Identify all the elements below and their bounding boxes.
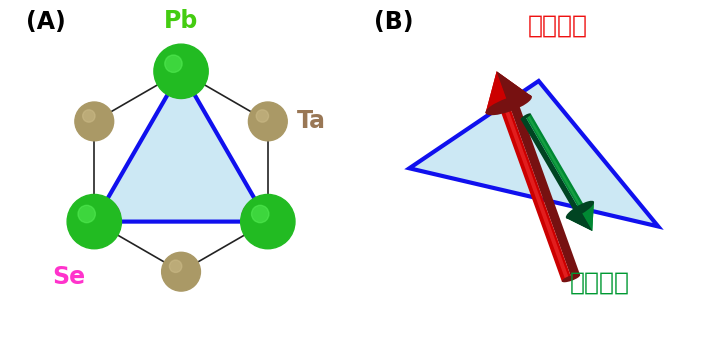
Circle shape xyxy=(165,55,182,72)
Circle shape xyxy=(242,201,273,232)
Circle shape xyxy=(162,252,200,291)
Ellipse shape xyxy=(486,94,532,115)
Polygon shape xyxy=(94,71,268,222)
Polygon shape xyxy=(566,210,592,231)
Polygon shape xyxy=(496,71,532,105)
Circle shape xyxy=(165,68,197,98)
Polygon shape xyxy=(525,114,585,210)
Text: Pb: Pb xyxy=(164,9,198,33)
Polygon shape xyxy=(500,105,572,282)
Text: 低伝導度: 低伝導度 xyxy=(570,270,630,294)
Polygon shape xyxy=(503,105,569,280)
Polygon shape xyxy=(566,210,592,231)
Circle shape xyxy=(78,205,95,223)
Text: (B): (B) xyxy=(373,10,413,34)
Polygon shape xyxy=(486,71,508,113)
Text: Se: Se xyxy=(52,265,85,289)
Ellipse shape xyxy=(562,274,580,282)
Circle shape xyxy=(241,194,295,249)
Ellipse shape xyxy=(566,201,594,219)
Text: 高伝導度: 高伝導度 xyxy=(528,13,588,37)
Circle shape xyxy=(154,44,208,98)
Circle shape xyxy=(67,194,121,249)
Circle shape xyxy=(89,201,120,232)
Polygon shape xyxy=(496,71,532,105)
Polygon shape xyxy=(566,202,594,231)
Circle shape xyxy=(248,207,259,218)
Circle shape xyxy=(172,74,182,84)
Polygon shape xyxy=(410,81,658,226)
Circle shape xyxy=(95,207,106,218)
Text: Ta: Ta xyxy=(297,109,326,133)
Polygon shape xyxy=(509,102,580,278)
Circle shape xyxy=(82,110,95,122)
Ellipse shape xyxy=(520,113,531,120)
Circle shape xyxy=(256,110,268,122)
Circle shape xyxy=(251,205,269,223)
Circle shape xyxy=(75,102,114,141)
Text: (A): (A) xyxy=(26,10,65,34)
Polygon shape xyxy=(580,202,594,231)
Polygon shape xyxy=(520,117,579,213)
Polygon shape xyxy=(486,71,532,113)
Polygon shape xyxy=(527,115,583,209)
Circle shape xyxy=(248,102,288,141)
Circle shape xyxy=(170,260,182,272)
